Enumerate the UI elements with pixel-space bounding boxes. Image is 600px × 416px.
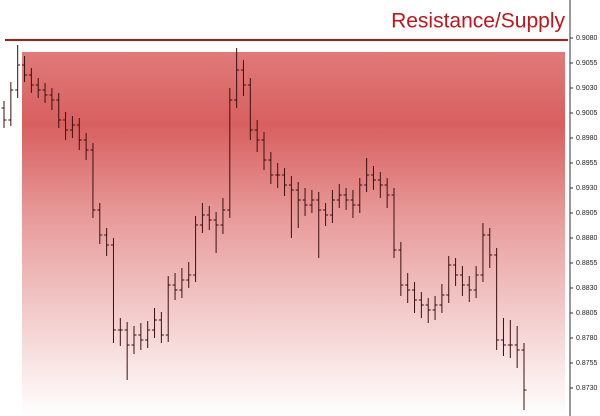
supply-zone bbox=[22, 52, 565, 416]
y-tick-label: 0.9055 bbox=[576, 60, 598, 67]
y-tick-label: 0.8930 bbox=[576, 185, 598, 192]
annotation: Resistance/Supply bbox=[391, 10, 565, 33]
y-tick-label: 0.8905 bbox=[576, 210, 598, 217]
y-tick-label: 0.8755 bbox=[576, 360, 598, 367]
y-tick-label: 0.8830 bbox=[576, 285, 598, 292]
y-tick-label: 0.9005 bbox=[576, 110, 598, 117]
y-tick-label: 0.8730 bbox=[576, 385, 598, 392]
y-tick-label: 0.8855 bbox=[576, 260, 598, 267]
y-tick-label: 0.8780 bbox=[576, 335, 598, 342]
y-tick-label: 0.8955 bbox=[576, 160, 598, 167]
y-tick-label: 0.8805 bbox=[576, 310, 598, 317]
y-tick-label: 0.8880 bbox=[576, 235, 598, 242]
y-tick-label: 0.8980 bbox=[576, 135, 598, 142]
y-tick-label: 0.9080 bbox=[576, 35, 598, 42]
y-tick-label: 0.9030 bbox=[576, 85, 598, 92]
